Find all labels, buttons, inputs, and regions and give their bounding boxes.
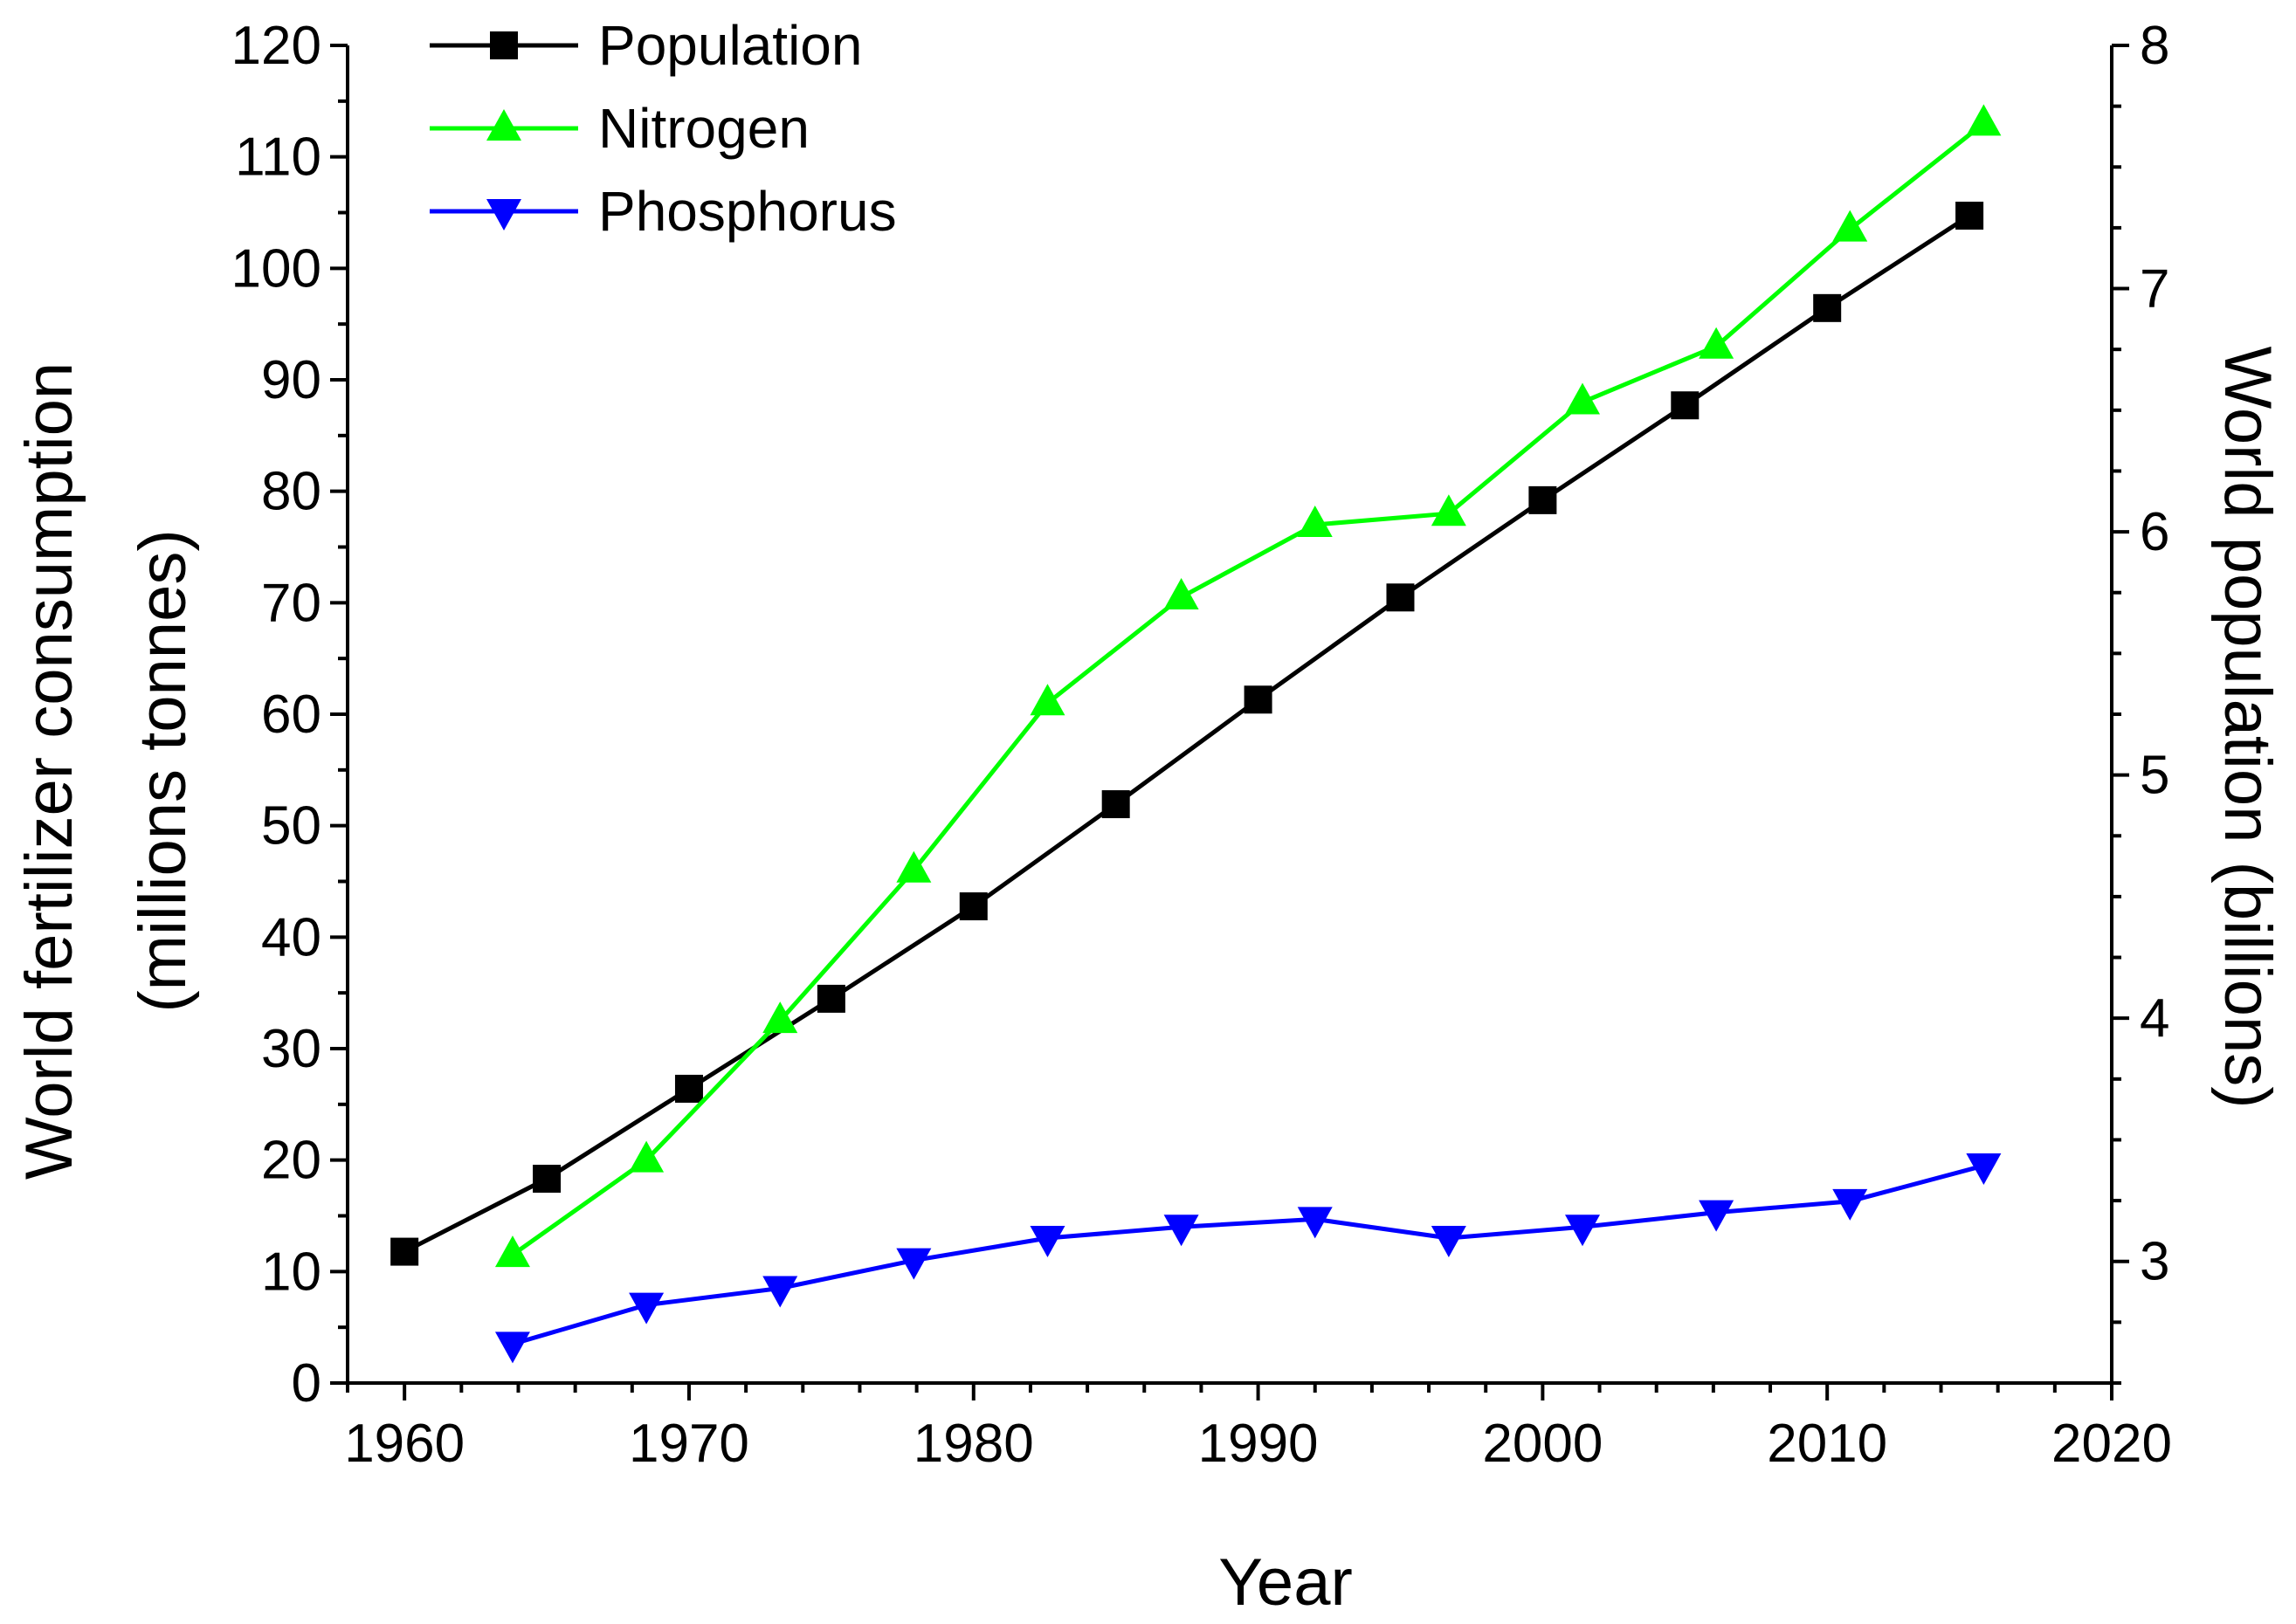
nitrogen-point: [896, 850, 932, 883]
population-point: [533, 1165, 562, 1194]
population-point: [817, 984, 845, 1013]
nitrogen-point: [1966, 104, 2002, 136]
nitrogen-line: [511, 121, 1985, 1257]
legend-label-phosphorus: Phosphorus: [598, 180, 897, 243]
y-left-tick-label: 40: [261, 907, 321, 967]
legend-label-nitrogen: Nitrogen: [598, 97, 810, 160]
nitrogen-point: [494, 1235, 530, 1268]
phosphorus-point: [762, 1276, 798, 1308]
legend: Population Nitrogen Phosphorus: [430, 14, 897, 243]
x-tick-label: 2000: [1482, 1414, 1603, 1474]
y-right-tick-label: 4: [2140, 988, 2169, 1049]
phosphorus-point: [1565, 1215, 1600, 1247]
y-left-tick-label: 0: [292, 1353, 321, 1414]
y-left-tick-label: 100: [231, 238, 321, 299]
phosphorus-point: [1966, 1153, 2002, 1186]
legend-item-population: Population: [430, 14, 862, 77]
series-population: [390, 201, 1984, 1266]
phosphorus-point: [1030, 1226, 1065, 1258]
y-right-tick-label: 5: [2140, 746, 2169, 806]
phosphorus-point: [1699, 1200, 1734, 1232]
x-tick-label: 1960: [344, 1414, 465, 1474]
x-tick-label: 1990: [1198, 1414, 1319, 1474]
right-axis-title: World population (billions): [2210, 346, 2285, 1108]
y-left-tick-label: 50: [261, 796, 321, 857]
population-point: [674, 1074, 703, 1103]
population-line: [403, 213, 1971, 1254]
x-tick-label: 1980: [914, 1414, 1034, 1474]
y-left-tick-label: 70: [261, 573, 321, 633]
phosphorus-point: [896, 1248, 932, 1280]
y-left-tick-label: 20: [261, 1131, 321, 1191]
population-point: [1671, 391, 1700, 420]
phosphorus-point: [1832, 1188, 1868, 1221]
y-left-tick-label: 30: [261, 1019, 321, 1079]
nitrogen-point: [1163, 577, 1199, 609]
left-axis-title-line2: (millions tonnes): [126, 529, 200, 1012]
population-point: [1813, 293, 1842, 322]
phosphorus-point: [494, 1332, 530, 1364]
legend-marker-phosphorus: [486, 199, 521, 231]
population-point: [1244, 685, 1272, 714]
legend-item-phosphorus: Phosphorus: [430, 180, 897, 243]
x-axis-title: Year: [1218, 1545, 1353, 1620]
x-tick-label: 1970: [629, 1414, 749, 1474]
nitrogen-point: [629, 1140, 665, 1173]
y-right-tick-label: 6: [2140, 502, 2169, 562]
series-layer: [390, 104, 2002, 1364]
legend-label-population: Population: [598, 14, 862, 77]
nitrogen-point: [1030, 684, 1065, 716]
axes: 1960 1970 1980 1990 2000 2010 2020 0 10 20 30 40 50 6…: [231, 16, 2172, 1474]
legend-marker-population: [490, 31, 518, 59]
x-tick-label: 2020: [2051, 1414, 2172, 1474]
y-left-tick-label: 110: [235, 127, 321, 188]
nitrogen-point: [762, 1001, 798, 1034]
legend-item-nitrogen: Nitrogen: [430, 97, 810, 160]
phosphorus-point: [1431, 1226, 1466, 1258]
phosphorus-point: [1297, 1207, 1333, 1239]
y-left-tick-label: 80: [261, 462, 321, 522]
series-nitrogen: [494, 104, 2002, 1268]
series-phosphorus: [494, 1153, 2002, 1364]
y-right-tick-label: 8: [2140, 16, 2169, 76]
nitrogen-point: [1699, 327, 1734, 359]
phosphorus-point: [629, 1292, 665, 1325]
population-point: [390, 1237, 419, 1266]
population-point: [1955, 201, 1984, 230]
y-left-tick-label: 60: [261, 685, 321, 745]
phosphorus-line: [512, 1163, 1985, 1346]
legend-marker-nitrogen: [486, 109, 521, 141]
population-point: [1528, 485, 1557, 514]
nitrogen-point: [1832, 210, 1868, 242]
nitrogen-point: [1431, 494, 1466, 526]
x-tick-label: 2010: [1767, 1414, 1887, 1474]
y-left-tick-label: 90: [261, 350, 321, 410]
population-point: [959, 892, 988, 921]
phosphorus-point: [1163, 1215, 1199, 1247]
y-left-tick-label: 10: [261, 1242, 321, 1302]
nitrogen-point: [1565, 382, 1600, 415]
nitrogen-point: [1297, 505, 1333, 537]
population-point: [1386, 583, 1415, 612]
population-point: [1101, 790, 1130, 819]
left-axis-title-line1: World fertilizer consumption: [12, 362, 86, 1180]
y-right-tick-label: 3: [2140, 1232, 2169, 1292]
y-left-tick-label: 120: [231, 16, 321, 76]
y-right-tick-label: 7: [2140, 259, 2169, 320]
